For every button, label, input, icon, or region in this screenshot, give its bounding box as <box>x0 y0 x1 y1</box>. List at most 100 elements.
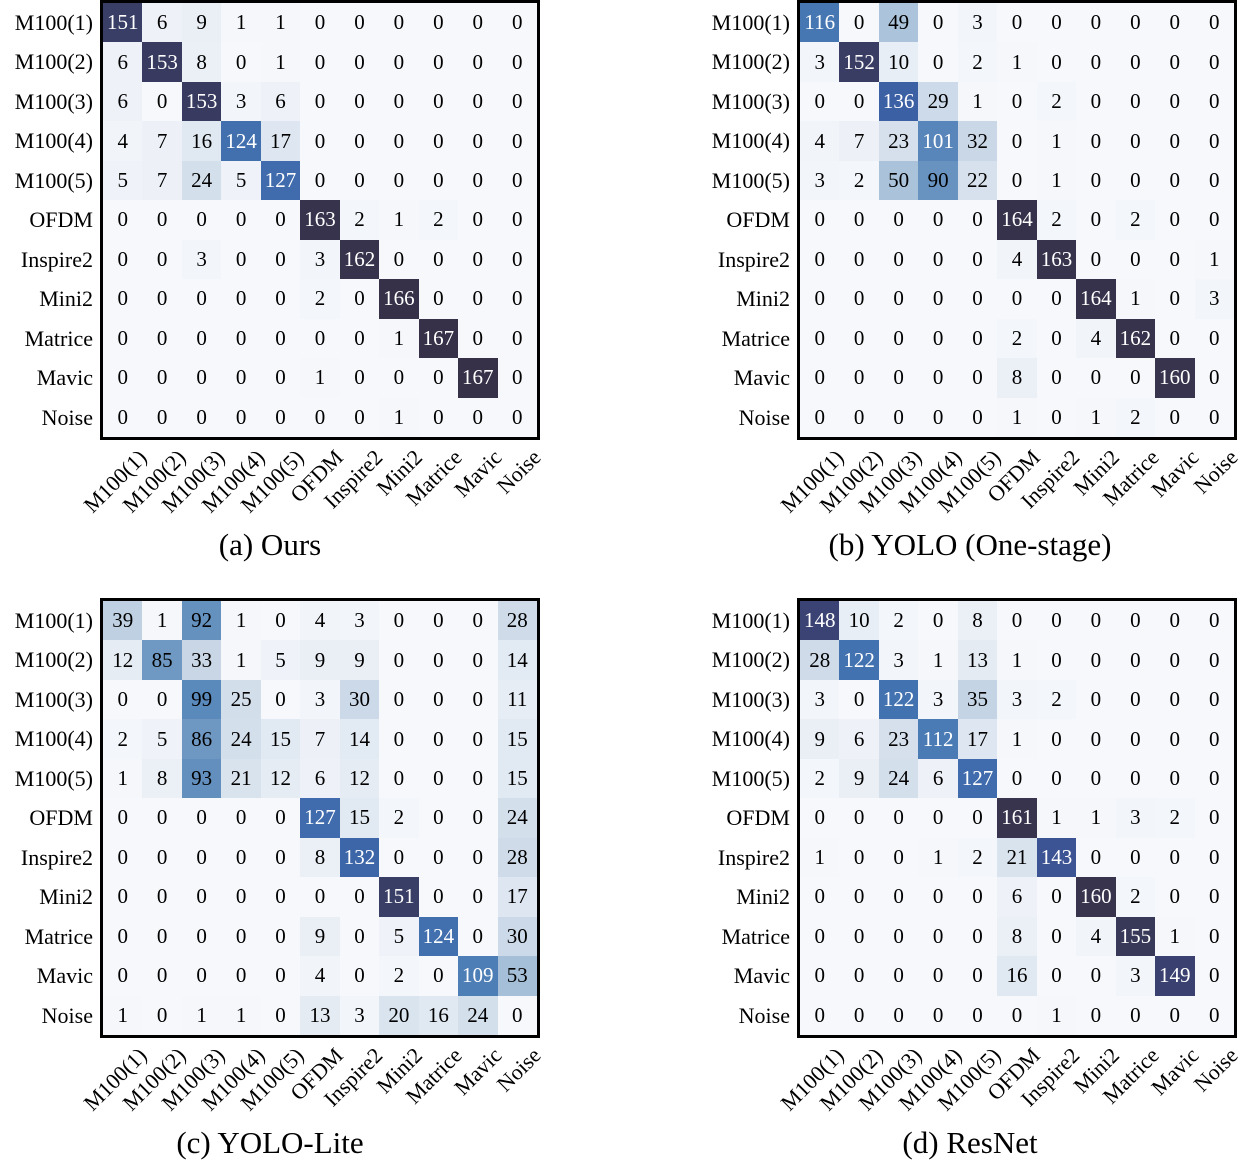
matrix-cell-a-r5c8: 0 <box>379 160 419 201</box>
matrix-cell-d-r5c6: 0 <box>997 758 1037 799</box>
matrix-cell-b-r10c9: 0 <box>1115 358 1156 398</box>
matrix-cell-c-r5c3: 93 <box>181 758 222 799</box>
matrix-cell-d-r7c8: 0 <box>1076 837 1116 878</box>
matrix-cell-d-r3c1: 3 <box>800 679 840 720</box>
matrix-cell-c-r9c3: 0 <box>181 916 222 957</box>
matrix-cell-a-r3c9: 0 <box>418 81 459 122</box>
matrix-cell-b-r5c7: 1 <box>1036 160 1077 201</box>
matrix-cell-d-r1c9: 0 <box>1115 601 1156 641</box>
matrix-cell-d-r9c1: 0 <box>800 916 840 957</box>
matrix-cell-b-r1c11: 0 <box>1194 3 1234 43</box>
matrix-cell-b-r4c6: 0 <box>997 121 1037 161</box>
matrix-cell-a-r8c7: 0 <box>339 279 380 319</box>
matrix-cell-c-r1c3: 92 <box>181 601 222 641</box>
matrix-cell-d-r3c10: 0 <box>1155 679 1195 720</box>
row-label-d-5: M100(5) <box>711 765 790 791</box>
matrix-cell-b-r6c4: 0 <box>918 200 958 240</box>
matrix-cell-d-r5c2: 9 <box>839 758 879 799</box>
matrix-cell-d-r7c1: 1 <box>800 837 840 878</box>
matrix-cell-b-r8c4: 0 <box>918 279 958 319</box>
matrix-cell-b-r8c2: 0 <box>839 279 879 319</box>
matrix-cell-a-r4c2: 7 <box>142 121 182 161</box>
matrix-cell-a-r7c3: 3 <box>181 239 222 280</box>
matrix-cell-c-r1c10: 0 <box>458 601 498 641</box>
matrix-cell-d-r7c5: 2 <box>957 837 998 878</box>
matrix-cell-b-r4c4: 101 <box>918 121 958 161</box>
matrix-cell-c-r9c2: 0 <box>142 916 182 957</box>
matrix-cell-a-r5c10: 0 <box>458 160 498 201</box>
matrix-cell-b-r8c5: 0 <box>957 279 998 319</box>
matrix-cell-d-r11c2: 0 <box>839 995 879 1035</box>
matrix-cell-c-r3c10: 0 <box>458 679 498 720</box>
matrix-cell-b-r5c1: 3 <box>800 160 840 201</box>
matrix-cell-d-r9c5: 0 <box>957 916 998 957</box>
matrix-cell-d-r2c5: 13 <box>957 640 998 680</box>
matrix-cell-a-r6c9: 2 <box>418 200 459 240</box>
matrix-cell-d-r6c5: 0 <box>957 798 998 838</box>
matrix-cell-a-r4c11: 0 <box>497 121 537 161</box>
matrix-cell-a-r10c8: 0 <box>379 358 419 398</box>
row-label-d-4: M100(4) <box>711 726 790 752</box>
matrix-cell-b-r1c4: 0 <box>918 3 958 43</box>
matrix-cell-a-r5c6: 0 <box>300 160 340 201</box>
matrix-cell-c-r11c7: 3 <box>339 995 380 1035</box>
matrix-cell-c-r1c11: 28 <box>497 601 537 641</box>
matrix-cell-a-r4c3: 16 <box>181 121 222 161</box>
matrix-cell-b-r7c11: 1 <box>1194 239 1234 280</box>
matrix-cell-a-r7c11: 0 <box>497 239 537 280</box>
matrix-cell-b-r4c2: 7 <box>839 121 879 161</box>
matrix-cell-a-r6c1: 0 <box>103 200 143 240</box>
row-label-c-3: M100(3) <box>14 686 93 712</box>
matrix-cell-a-r5c1: 5 <box>103 160 143 201</box>
matrix-cell-d-r10c7: 0 <box>1036 956 1077 996</box>
matrix-cell-d-r1c11: 0 <box>1194 601 1234 641</box>
matrix-cell-a-r3c5: 6 <box>260 81 301 122</box>
matrix-cell-d-r6c11: 0 <box>1194 798 1234 838</box>
matrix-cell-a-r8c11: 0 <box>497 279 537 319</box>
matrix-cell-d-r5c3: 24 <box>878 758 919 799</box>
row-label-c-2: M100(2) <box>14 647 93 673</box>
matrix-cell-b-r11c7: 0 <box>1036 397 1077 437</box>
matrix-cell-c-r7c7: 132 <box>339 837 380 878</box>
row-label-b-7: Inspire2 <box>717 246 790 272</box>
matrix-cell-c-r11c6: 13 <box>300 995 340 1035</box>
matrix-cell-a-r1c8: 0 <box>379 3 419 43</box>
confusion-matrix-panel-c: 39 1 92 1 0 4 3 0 0 0 28 12 85 33 1 5 9 9 0 0 0 14 0 0 99 25 0 3 30 0… <box>0 598 546 1169</box>
matrix-cell-d-r2c8: 0 <box>1076 640 1116 680</box>
matrix-cell-a-r10c3: 0 <box>181 358 222 398</box>
matrix-cell-b-r1c10: 0 <box>1155 3 1195 43</box>
confusion-matrix-panel-b: 116 0 49 0 3 0 0 0 0 0 0 3 152 10 0 2 1 0 0 0 0 0 0 0 136 29 1 0 2 0 0… <box>700 0 1240 571</box>
matrix-cell-c-r10c4: 0 <box>221 956 261 996</box>
matrix-cell-a-r7c10: 0 <box>458 239 498 280</box>
matrix-cell-b-r1c2: 0 <box>839 3 879 43</box>
row-label-a-11: Noise <box>41 404 93 430</box>
matrix-cell-a-r4c4: 124 <box>221 121 261 161</box>
matrix-cell-c-r6c9: 0 <box>418 798 459 838</box>
matrix-cell-a-r9c4: 0 <box>221 318 261 359</box>
matrix-cell-a-r6c7: 2 <box>339 200 380 240</box>
row-label-d-3: M100(3) <box>711 686 790 712</box>
matrix-cell-c-r4c2: 5 <box>142 719 182 759</box>
matrix-cell-d-r3c5: 35 <box>957 679 998 720</box>
matrix-cell-a-r9c5: 0 <box>260 318 301 359</box>
row-label-b-5: M100(5) <box>711 167 790 193</box>
matrix-cell-c-r6c2: 0 <box>142 798 182 838</box>
matrix-cell-b-r7c9: 0 <box>1115 239 1156 280</box>
matrix-cell-d-r9c2: 0 <box>839 916 879 957</box>
heatmap-grid-b: 116 0 49 0 3 0 0 0 0 0 0 3 152 10 0 2 1 0 0 0 0 0 0 0 136 29 1 0 2 0 0… <box>797 0 1237 440</box>
matrix-cell-b-r2c4: 0 <box>918 42 958 82</box>
matrix-cell-d-r7c2: 0 <box>839 837 879 878</box>
matrix-cell-b-r4c5: 32 <box>957 121 998 161</box>
matrix-cell-b-r6c11: 0 <box>1194 200 1234 240</box>
matrix-cell-b-r4c10: 0 <box>1155 121 1195 161</box>
matrix-cell-d-r11c10: 0 <box>1155 995 1195 1035</box>
matrix-cell-a-r7c1: 0 <box>103 239 143 280</box>
matrix-cell-b-r2c9: 0 <box>1115 42 1156 82</box>
matrix-cell-b-r4c8: 0 <box>1076 121 1116 161</box>
matrix-cell-b-r11c4: 0 <box>918 397 958 437</box>
matrix-cell-c-r8c4: 0 <box>221 877 261 917</box>
matrix-cell-c-r5c5: 12 <box>260 758 301 799</box>
matrix-cell-d-r5c11: 0 <box>1194 758 1234 799</box>
matrix-cell-b-r3c9: 0 <box>1115 81 1156 122</box>
